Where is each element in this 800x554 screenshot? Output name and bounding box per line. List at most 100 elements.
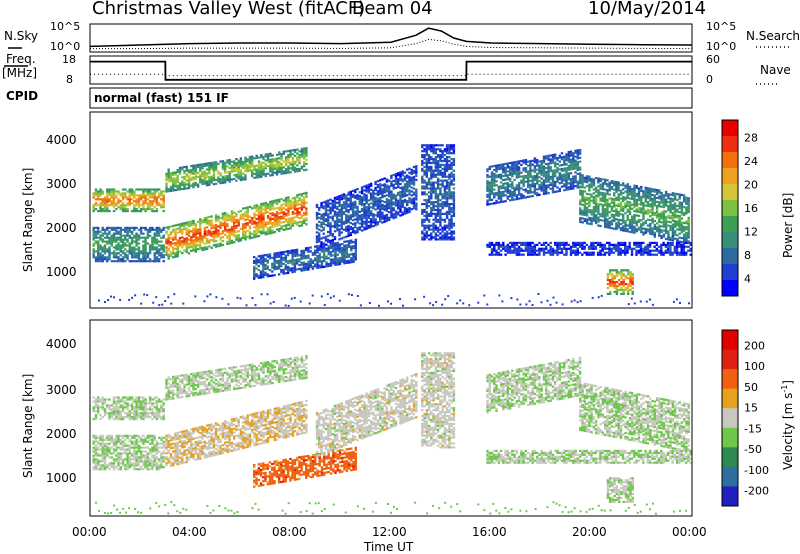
power-cell [187,171,191,174]
power-cell [251,236,254,239]
power-cell [153,192,156,195]
power-cell [399,206,402,209]
power-cell [369,196,373,199]
power-cell [315,217,319,220]
power-cell [112,188,116,191]
power-cell [259,262,263,265]
power-cell [554,190,557,193]
power-cell [372,225,375,228]
power-cell [369,188,373,191]
power-cell [678,218,681,222]
power-cell [172,185,175,188]
power-cell [597,218,600,221]
power-cell [237,163,240,166]
power-cell [103,240,107,243]
power-cell [628,226,632,229]
power-cell [296,148,299,151]
power-cell [342,201,346,204]
power-cell [142,246,145,249]
power-cell [287,223,290,226]
power-cell [583,200,586,203]
power-cell [183,226,186,229]
power-cell [271,208,274,211]
power-cell [212,240,216,243]
power-cell [264,223,267,226]
power-cell [126,228,129,231]
power-cell [381,205,384,208]
power-cell [201,163,204,166]
power-cell [432,201,435,204]
power-cell [376,184,380,187]
power-cell [137,256,141,259]
power-cell [144,208,147,211]
power-cell [649,189,652,192]
power-cell [190,243,193,247]
power-cell [560,158,564,161]
power-cell [235,173,238,176]
freq-tick-top-right: 60 [706,53,720,66]
power-cell [450,197,453,200]
power-cell [280,225,283,228]
power-cell [242,215,245,218]
power-cell [597,220,600,223]
power-cell [450,173,453,176]
power-cell [92,238,95,241]
power-cell [329,224,332,227]
power-cell [99,206,102,209]
power-cell [434,165,437,168]
power-cell [653,219,656,223]
power-cell [432,146,435,149]
power-cell [97,228,100,231]
power-cell [390,196,393,199]
power-cell [194,176,197,179]
power-cell [540,177,543,180]
power-cell [257,255,260,258]
power-cell [394,202,398,205]
power-cell [293,260,297,263]
power-cell [549,162,552,165]
power-cell [172,171,175,174]
power-cell [529,168,532,171]
power-cell [221,216,225,219]
power-cell [305,223,308,226]
power-cell [201,175,204,178]
power-cell [646,208,650,211]
power-cell [540,185,543,188]
power-cell [549,187,552,190]
power-cell [452,195,456,198]
power-cell [379,220,382,223]
power-cell [410,186,413,189]
power-cell [592,184,596,187]
power-cell [230,228,234,231]
power-cell [257,162,261,165]
power-cell [300,149,304,152]
power-cell [106,228,109,231]
power-cell [581,203,584,206]
power-cell [257,213,261,216]
power-cell [443,158,447,161]
power-cell [601,184,605,187]
power-cell [92,192,95,195]
power-cell [432,205,435,208]
power-cell [427,228,431,231]
power-cell [572,159,575,163]
power-cell [436,208,440,212]
power-cell [624,222,627,225]
power-cell [662,233,666,236]
power-cell [214,245,218,248]
power-cell [547,192,550,195]
power-cell [423,187,426,190]
power-cell [678,224,681,227]
power-cell [233,231,236,234]
power-cell [280,153,283,156]
power-cell [248,221,252,224]
power-cell [174,243,177,247]
power-cell [293,162,297,165]
power-cell [531,181,534,184]
power-cell [320,241,323,244]
power-cell [356,193,359,197]
power-cell [205,245,209,249]
power-cell [257,174,261,177]
power-cell [331,199,334,202]
power-cell [148,196,152,199]
